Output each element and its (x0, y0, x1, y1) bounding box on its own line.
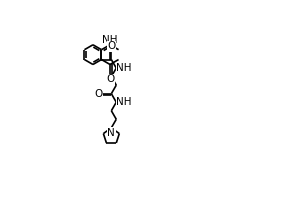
Text: NH: NH (102, 35, 118, 45)
Text: O: O (95, 89, 103, 99)
Text: O: O (107, 41, 116, 51)
Text: N: N (107, 128, 115, 138)
Text: NH: NH (116, 63, 132, 73)
Text: NH: NH (116, 97, 132, 107)
Text: O: O (106, 74, 114, 84)
